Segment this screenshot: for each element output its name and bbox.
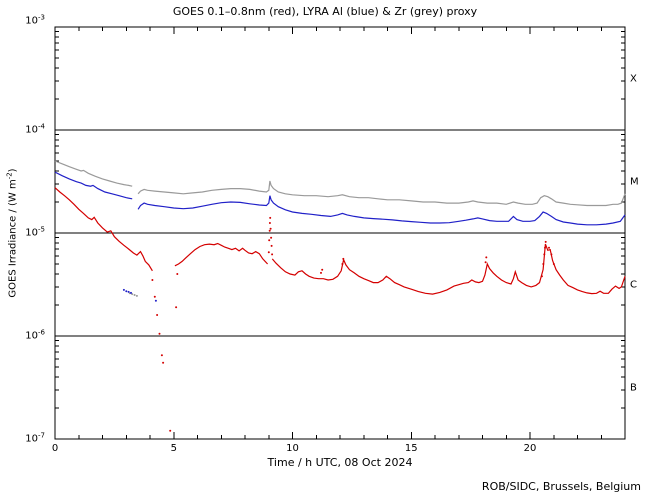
x-tick-label: 0 <box>51 443 59 454</box>
x-axis-label: Time / h UTC, 08 Oct 2024 <box>267 456 413 469</box>
y-tick-label: 10-5 <box>25 225 45 239</box>
x-tick-label: 15 <box>404 443 418 454</box>
x-tick-label: 5 <box>170 443 177 454</box>
x-tick-label: 20 <box>523 443 537 454</box>
y-tick-label: 10-4 <box>25 122 45 136</box>
flare-class-label: M <box>630 176 639 188</box>
credit-text: ROB/SIDC, Brussels, Belgium <box>481 480 641 493</box>
y-tick-label: 10-3 <box>25 13 45 27</box>
flare-class-label: B <box>630 382 637 394</box>
flare-class-label: X <box>630 73 637 85</box>
chart-title: GOES 0.1–0.8nm (red), LYRA Al (blue) & Z… <box>172 5 478 18</box>
y-tick-label: 10-6 <box>25 328 45 342</box>
y-tick-label: 10-7 <box>25 431 45 445</box>
flare-class-label: C <box>630 279 637 291</box>
x-tick-label: 10 <box>286 443 299 454</box>
